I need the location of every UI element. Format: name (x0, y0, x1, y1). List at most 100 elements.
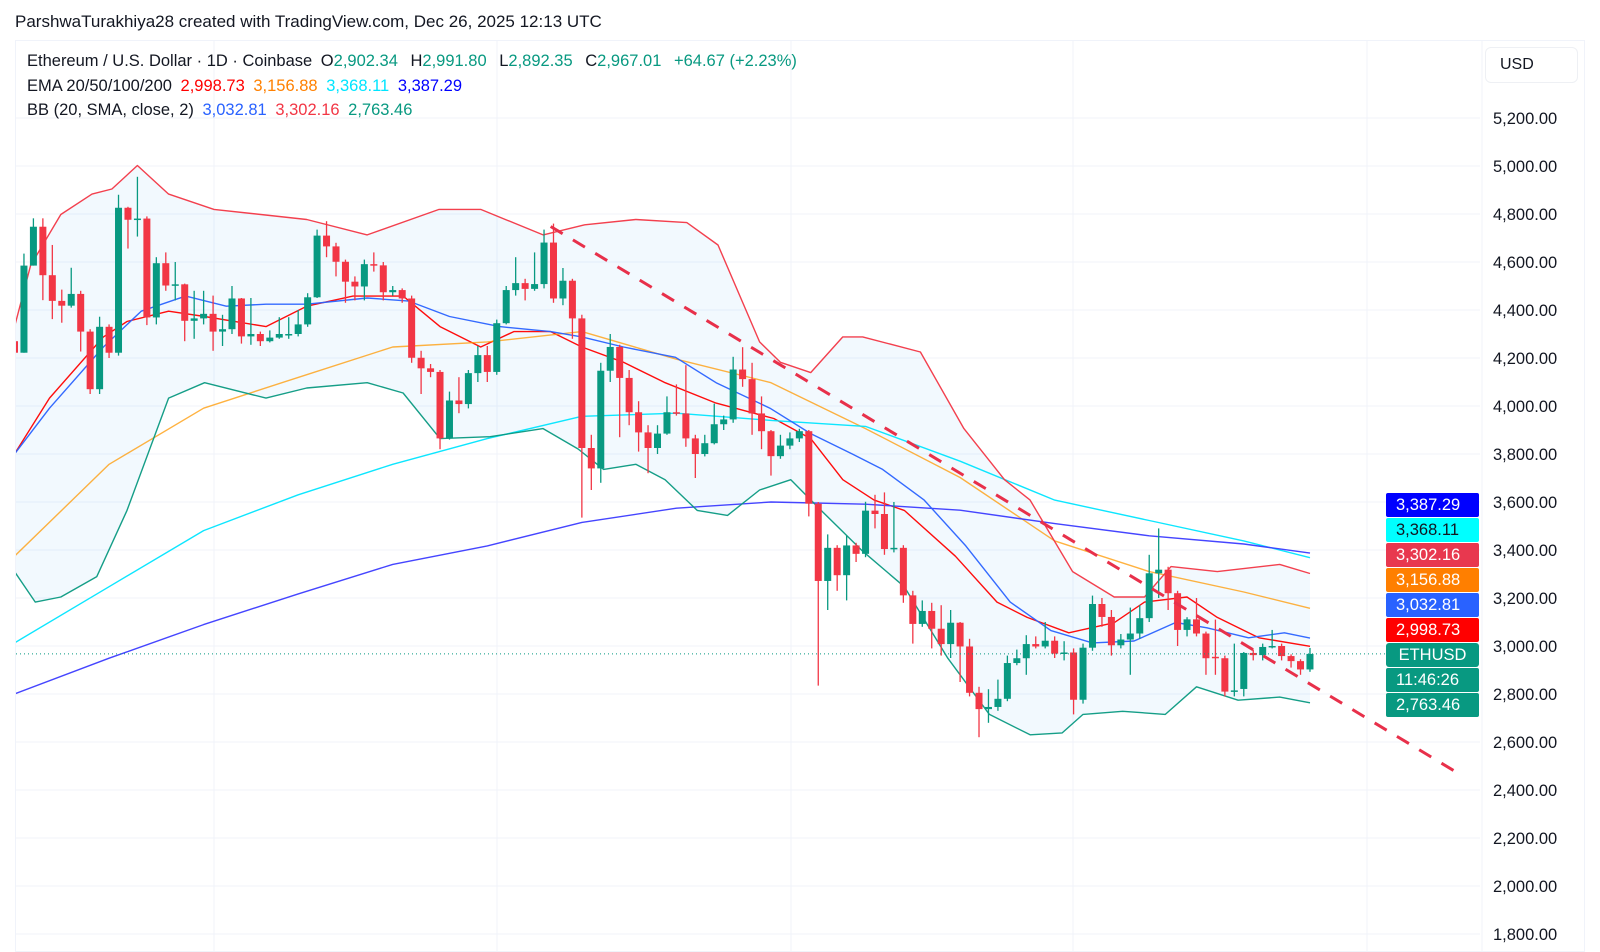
candle (1117, 634, 1125, 649)
candle-body (190, 318, 198, 321)
candle-body (275, 334, 283, 338)
candle (171, 262, 179, 301)
legend-bb[interactable]: BB (20, SMA, close, 2) 3,032.81 3,302.16… (27, 101, 416, 120)
candle-body (871, 510, 879, 514)
legend-symbol[interactable]: Ethereum / U.S. Dollar · 1D · Coinbase (27, 52, 313, 70)
candle-body (115, 207, 123, 353)
candle-body (1164, 569, 1172, 594)
candle (966, 638, 974, 697)
ema20-value: 2,998.73 (180, 77, 245, 95)
candle (805, 430, 813, 517)
candle-body (710, 424, 718, 444)
candle (795, 428, 803, 442)
candle (379, 262, 387, 301)
candle (1079, 643, 1087, 704)
candle (398, 288, 406, 303)
line-ema-20 (16, 295, 1311, 647)
candle-body (285, 334, 293, 336)
candle-body (1060, 652, 1068, 654)
candle-body (436, 371, 444, 439)
candle-body (701, 443, 709, 454)
candle-body (360, 264, 368, 287)
candle-body (1221, 658, 1229, 692)
candle-body (824, 547, 832, 581)
candle (474, 346, 482, 382)
candle-body (323, 235, 331, 247)
candle (162, 252, 170, 291)
candle (824, 534, 832, 610)
bb-basis-price-tag: 3,032.81 (1386, 593, 1479, 617)
candle-body (691, 438, 699, 454)
candle (512, 257, 520, 296)
candle (115, 194, 123, 356)
candle (644, 425, 652, 474)
candle-body (389, 290, 397, 293)
candle-body (152, 263, 160, 318)
candle-body (20, 265, 28, 353)
candle-body (682, 413, 690, 439)
legend-ema[interactable]: EMA 20/50/100/200 2,998.73 3,156.88 3,36… (27, 77, 466, 96)
candle (360, 259, 368, 301)
price-tick-label: 3,800.00 (1493, 446, 1557, 464)
candle-body (880, 514, 888, 550)
candle (1230, 643, 1238, 697)
candle (143, 216, 151, 326)
candle-body (833, 547, 841, 576)
candle-body (1297, 661, 1305, 670)
candle-body (852, 545, 860, 554)
currency-button[interactable]: USD (1485, 47, 1578, 83)
candle-body (228, 298, 236, 330)
candle-body (502, 290, 510, 324)
candle-body (237, 298, 245, 337)
candle-body (947, 622, 955, 645)
candle-body (1306, 653, 1314, 670)
countdown-tag: 11:46:26 (1386, 668, 1479, 692)
candle-body (1098, 604, 1106, 617)
candle-body (984, 706, 992, 710)
candle (531, 252, 539, 291)
candle (918, 600, 926, 627)
candle-body (540, 242, 548, 285)
ema200-price-tag: 3,387.29 (1386, 493, 1479, 517)
candle (275, 317, 283, 339)
candle (871, 494, 879, 529)
candle-body (1117, 639, 1125, 646)
candle (1202, 631, 1210, 675)
candle (654, 425, 662, 454)
candle-body (1240, 652, 1248, 689)
candle-body (1211, 656, 1219, 659)
candle (1022, 635, 1030, 675)
candle-body (786, 438, 794, 446)
candle-body (899, 547, 907, 596)
candle (739, 347, 747, 387)
candle-body (663, 412, 671, 434)
candle (1107, 610, 1115, 656)
candle-body (408, 298, 416, 358)
candle-body (625, 377, 633, 413)
candle-body (654, 433, 662, 448)
candle-body (1051, 640, 1059, 654)
candle (77, 290, 85, 352)
chart-attribution: ParshwaTurakhiya28 created with TradingV… (15, 12, 602, 31)
candle (890, 502, 898, 553)
candle-body (1070, 652, 1078, 700)
candle (880, 492, 888, 555)
candle (767, 430, 775, 476)
price-tick-label: 3,200.00 (1493, 590, 1557, 608)
bb-upper-price-tag: 3,302.16 (1386, 543, 1479, 567)
candle-body (474, 355, 482, 374)
candle-body (1249, 652, 1257, 656)
candle (1070, 648, 1078, 715)
candle-body (587, 448, 595, 469)
ema20-price-tag: 2,998.73 (1386, 618, 1479, 642)
candles (16, 176, 1314, 738)
candle (559, 268, 567, 306)
candle (625, 370, 633, 426)
candle (1003, 655, 1011, 702)
candle (1155, 528, 1163, 598)
candle (67, 267, 75, 308)
candle (228, 286, 236, 334)
candle (16, 341, 18, 353)
candle-body (568, 280, 576, 319)
